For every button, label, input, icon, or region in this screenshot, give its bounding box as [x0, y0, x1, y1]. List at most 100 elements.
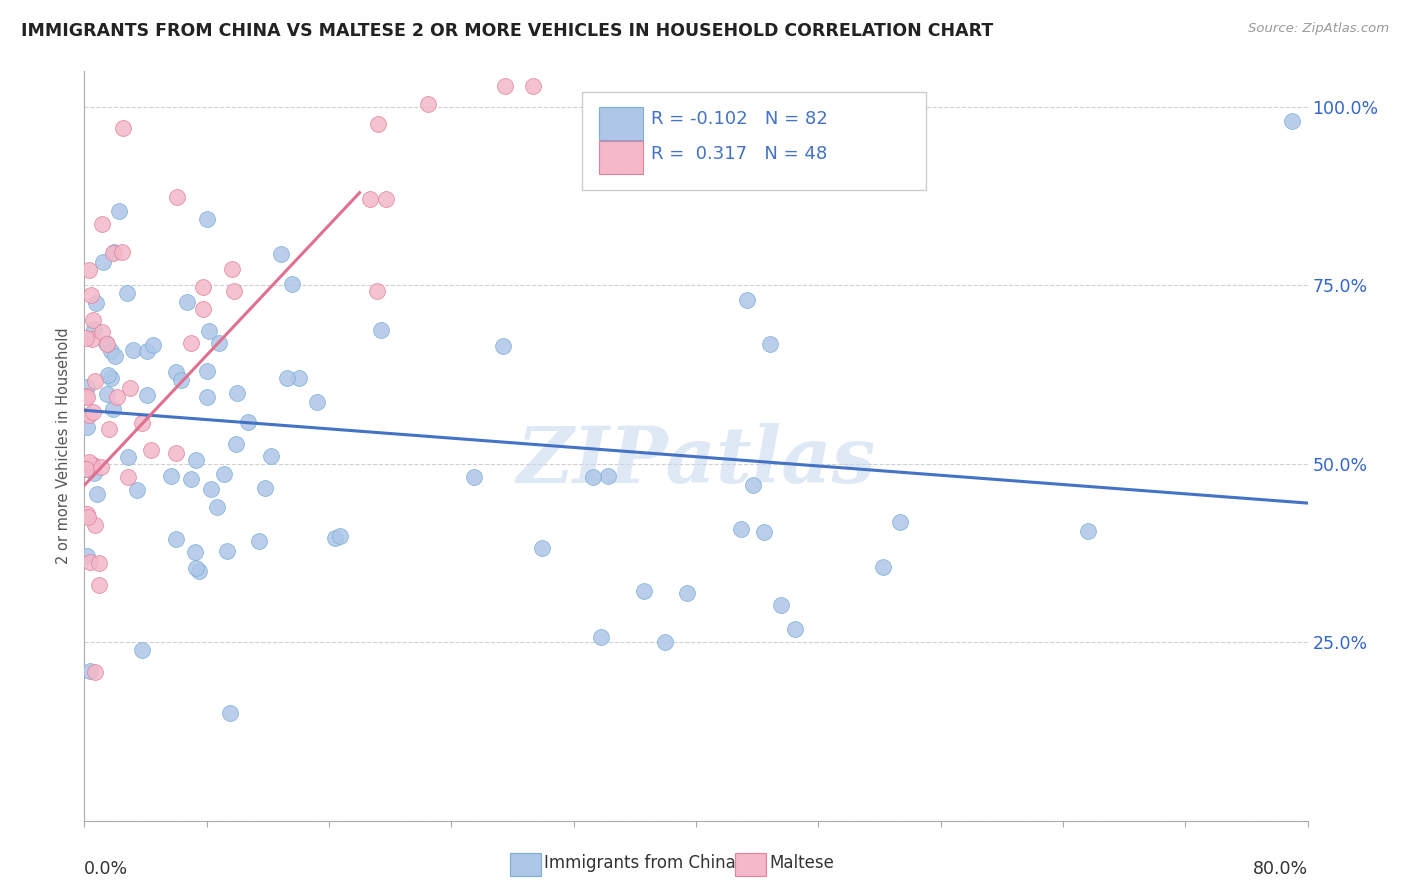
Point: [589, 631, 612, 645]
Point: [103, 246, 125, 260]
Point: [276, 370, 298, 384]
Point: [76, 549, 98, 563]
Point: [75, 389, 97, 403]
Point: [82, 313, 104, 327]
Point: [207, 500, 229, 514]
Point: [170, 373, 193, 387]
Point: [675, 586, 697, 600]
Point: [872, 560, 894, 574]
Point: [117, 470, 139, 484]
Point: [741, 478, 763, 492]
Point: [197, 211, 219, 226]
Point: [416, 97, 439, 112]
Point: [165, 532, 187, 546]
Point: [188, 564, 211, 578]
Point: [370, 323, 392, 337]
Point: [87, 556, 110, 570]
Point: [100, 343, 122, 358]
Point: [91, 325, 114, 339]
Point: [785, 622, 807, 636]
Point: [87, 578, 110, 592]
Point: [100, 371, 122, 385]
Point: [76, 507, 98, 521]
Point: [77, 455, 100, 469]
Point: [83, 322, 105, 336]
Point: [582, 470, 605, 484]
Point: [76, 510, 98, 524]
Point: [200, 482, 222, 496]
Point: [139, 443, 162, 458]
Text: Immigrants from China: Immigrants from China: [544, 855, 735, 872]
Point: [80, 332, 103, 346]
Point: [131, 643, 153, 657]
Point: [82, 458, 104, 472]
Point: [96, 336, 118, 351]
Point: [82, 404, 104, 418]
Point: [79, 664, 101, 678]
Point: [1076, 524, 1098, 539]
Point: [108, 204, 131, 219]
Point: [101, 402, 124, 417]
Point: [596, 468, 619, 483]
Point: [186, 452, 208, 467]
Point: [522, 78, 544, 93]
Point: [374, 192, 396, 206]
Point: [735, 293, 758, 307]
Point: [654, 635, 676, 649]
FancyBboxPatch shape: [582, 92, 927, 190]
Point: [270, 247, 292, 261]
Point: [120, 381, 142, 395]
Point: [97, 368, 120, 383]
Point: [259, 449, 281, 463]
Text: 0.0%: 0.0%: [84, 860, 128, 878]
Point: [142, 337, 165, 351]
Point: [494, 78, 516, 93]
Point: [96, 387, 118, 401]
Point: [770, 598, 793, 612]
FancyBboxPatch shape: [599, 141, 644, 174]
Point: [103, 245, 125, 260]
Point: [224, 284, 246, 298]
Point: [76, 380, 98, 394]
Point: [80, 458, 103, 472]
Point: [75, 331, 97, 345]
Point: [76, 390, 98, 404]
Point: [176, 295, 198, 310]
Point: [84, 296, 107, 310]
Point: [166, 190, 188, 204]
Point: [104, 349, 127, 363]
Point: [184, 561, 207, 575]
Point: [111, 121, 134, 136]
Point: [530, 541, 553, 556]
Point: [253, 481, 276, 495]
Point: [84, 374, 107, 388]
Point: [77, 263, 100, 277]
Point: [91, 217, 114, 231]
Point: [98, 422, 121, 436]
Text: 80.0%: 80.0%: [1253, 860, 1308, 878]
Point: [281, 277, 304, 292]
Point: [198, 324, 221, 338]
Text: R =  0.317   N = 48: R = 0.317 N = 48: [651, 145, 827, 162]
Point: [122, 343, 145, 358]
Point: [288, 371, 311, 385]
Point: [672, 161, 695, 175]
Point: [730, 522, 752, 536]
Text: Maltese: Maltese: [769, 855, 834, 872]
Point: [180, 472, 202, 486]
Text: ZIPatlas: ZIPatlas: [516, 423, 876, 500]
Point: [1281, 114, 1303, 128]
Point: [117, 450, 139, 465]
Text: Source: ZipAtlas.com: Source: ZipAtlas.com: [1249, 22, 1389, 36]
Point: [225, 437, 247, 451]
Point: [219, 706, 242, 721]
Y-axis label: 2 or more Vehicles in Household: 2 or more Vehicles in Household: [56, 327, 72, 565]
Point: [76, 419, 98, 434]
Point: [633, 583, 655, 598]
Point: [165, 445, 187, 459]
Point: [212, 467, 235, 481]
Point: [184, 545, 207, 559]
Point: [160, 468, 183, 483]
Point: [238, 415, 260, 429]
Point: [193, 302, 215, 317]
